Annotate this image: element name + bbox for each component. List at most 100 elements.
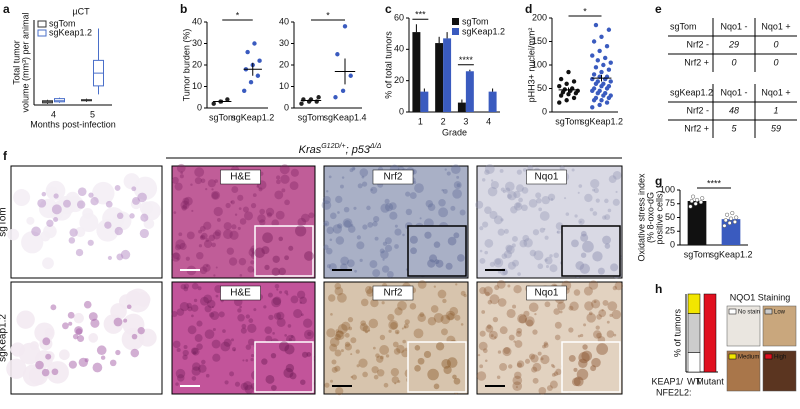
data-point bbox=[732, 219, 737, 224]
tissue-texture bbox=[593, 187, 599, 194]
data-point bbox=[698, 200, 703, 205]
tissue-texture bbox=[88, 192, 94, 198]
inset-texture bbox=[571, 377, 581, 387]
tissue-texture bbox=[612, 198, 620, 206]
inset-texture bbox=[283, 367, 294, 378]
tissue-texture bbox=[230, 200, 235, 205]
tissue-texture bbox=[545, 265, 550, 269]
tissue-texture bbox=[176, 347, 181, 353]
tissue-texture bbox=[303, 318, 313, 328]
tissue-texture bbox=[396, 344, 405, 354]
tissue-texture bbox=[547, 193, 556, 201]
tissue-texture bbox=[31, 226, 41, 237]
bar bbox=[412, 32, 421, 112]
tissue-texture bbox=[335, 236, 345, 245]
tissue-texture bbox=[276, 317, 286, 327]
data-point bbox=[722, 223, 727, 228]
tissue-texture bbox=[244, 384, 254, 394]
tissue-texture bbox=[497, 270, 501, 274]
tissue-texture bbox=[512, 236, 518, 242]
tissue-texture bbox=[289, 181, 299, 190]
tissue-texture bbox=[496, 375, 501, 380]
tissue-texture bbox=[373, 216, 380, 223]
tissue-texture bbox=[518, 314, 528, 324]
tissue-texture bbox=[387, 313, 395, 321]
tissue-texture bbox=[394, 224, 398, 228]
tissue-texture bbox=[213, 206, 223, 217]
tissue-texture bbox=[215, 294, 219, 298]
tissue-texture bbox=[344, 343, 352, 351]
tissue-texture bbox=[390, 368, 400, 377]
tissue-texture bbox=[182, 354, 188, 360]
data-point bbox=[564, 98, 569, 103]
tissue-texture bbox=[543, 227, 546, 230]
data-point bbox=[348, 73, 353, 78]
tissue-texture bbox=[350, 353, 353, 356]
tissue-texture bbox=[284, 333, 288, 337]
inset-texture bbox=[580, 233, 589, 242]
x-tick-label: WT bbox=[687, 376, 701, 386]
tissue-texture bbox=[186, 302, 192, 309]
tissue-texture bbox=[187, 306, 193, 312]
tissue-texture bbox=[419, 217, 422, 220]
tissue-texture bbox=[370, 298, 379, 308]
tissue-texture bbox=[26, 216, 35, 225]
tissue-texture bbox=[346, 259, 355, 268]
legend-swatch bbox=[452, 18, 459, 25]
tissue-texture bbox=[602, 215, 607, 220]
tissue-texture bbox=[479, 287, 487, 295]
tissue-texture bbox=[114, 226, 123, 236]
tissue-texture bbox=[494, 336, 497, 339]
tissue-texture bbox=[191, 304, 199, 312]
data-point bbox=[700, 196, 705, 201]
tissue-texture bbox=[586, 313, 597, 323]
tissue-texture bbox=[196, 320, 203, 327]
tissue-texture bbox=[540, 354, 550, 365]
tissue-texture bbox=[442, 298, 447, 304]
tissue-texture bbox=[335, 330, 344, 338]
table-cell: 0 bbox=[773, 57, 778, 67]
tissue-texture bbox=[534, 312, 537, 316]
tissue-texture bbox=[350, 223, 354, 227]
tissue-texture bbox=[529, 249, 537, 257]
tissue-texture bbox=[230, 338, 234, 342]
y-tick-label: 50 bbox=[537, 83, 547, 93]
tissue-texture bbox=[245, 314, 250, 319]
tissue-texture bbox=[107, 255, 112, 260]
tissue-texture bbox=[615, 190, 618, 194]
tissue-texture bbox=[379, 345, 390, 355]
inset-texture bbox=[417, 357, 425, 365]
tissue-texture bbox=[565, 212, 570, 216]
tissue-texture bbox=[484, 169, 490, 175]
tissue-texture bbox=[373, 374, 379, 380]
tissue-texture bbox=[203, 239, 213, 249]
legend-label: sgKeap1.2 bbox=[462, 26, 505, 36]
tissue-texture bbox=[487, 186, 498, 197]
tissue-texture bbox=[528, 302, 539, 313]
data-point bbox=[558, 93, 564, 98]
tissue-texture bbox=[347, 317, 354, 323]
y-tick-label: 40 bbox=[279, 16, 289, 26]
tissue-texture bbox=[174, 244, 182, 251]
tissue-texture bbox=[388, 329, 392, 333]
tissue-texture bbox=[90, 318, 100, 328]
inset-texture bbox=[301, 351, 309, 358]
tissue-texture bbox=[405, 191, 411, 197]
inset-texture bbox=[285, 363, 295, 373]
inset-texture bbox=[433, 383, 440, 390]
tissue-texture bbox=[171, 176, 179, 184]
tissue-texture bbox=[212, 353, 221, 362]
data-point bbox=[606, 27, 612, 32]
inset-texture bbox=[278, 341, 290, 352]
tissue-texture bbox=[588, 311, 593, 316]
tissue-texture bbox=[234, 213, 238, 216]
tissue-texture bbox=[226, 247, 235, 255]
tissue-texture bbox=[503, 228, 509, 234]
tissue-texture bbox=[205, 373, 210, 378]
tissue-texture bbox=[379, 355, 384, 360]
inset-texture bbox=[580, 252, 587, 258]
tissue-texture bbox=[205, 238, 210, 242]
legend-swatch bbox=[728, 308, 737, 315]
tissue-texture bbox=[176, 257, 180, 261]
tissue-texture bbox=[489, 261, 495, 267]
